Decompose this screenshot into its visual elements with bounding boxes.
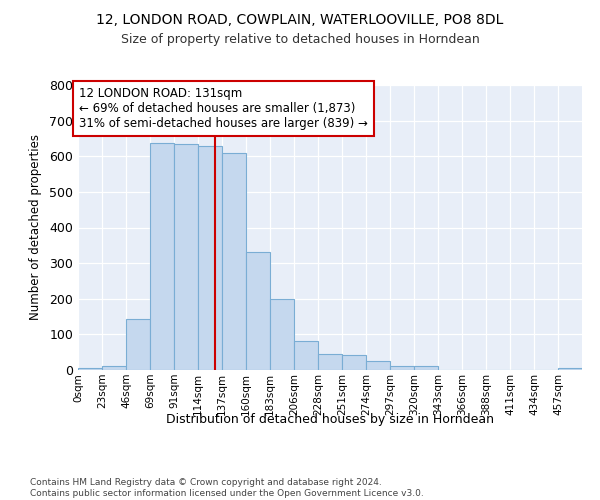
Text: Size of property relative to detached houses in Horndean: Size of property relative to detached ho… <box>121 32 479 46</box>
Bar <box>414 366 438 370</box>
Bar <box>126 319 150 370</box>
Y-axis label: Number of detached properties: Number of detached properties <box>29 134 42 320</box>
Bar <box>78 368 102 370</box>
Bar <box>174 144 198 370</box>
Bar <box>318 354 342 370</box>
Text: Contains HM Land Registry data © Crown copyright and database right 2024.
Contai: Contains HM Land Registry data © Crown c… <box>30 478 424 498</box>
Bar <box>222 154 246 370</box>
Bar <box>270 298 294 370</box>
Bar <box>390 366 414 370</box>
Text: 12, LONDON ROAD, COWPLAIN, WATERLOOVILLE, PO8 8DL: 12, LONDON ROAD, COWPLAIN, WATERLOOVILLE… <box>97 12 503 26</box>
Bar <box>366 361 390 370</box>
Text: 12 LONDON ROAD: 131sqm
← 69% of detached houses are smaller (1,873)
31% of semi-: 12 LONDON ROAD: 131sqm ← 69% of detached… <box>79 87 368 130</box>
Bar <box>150 143 174 370</box>
Bar <box>246 252 270 370</box>
Bar <box>558 368 582 370</box>
Text: Distribution of detached houses by size in Horndean: Distribution of detached houses by size … <box>166 412 494 426</box>
Bar <box>294 341 318 370</box>
Bar <box>102 366 126 370</box>
Bar <box>342 355 366 370</box>
Bar <box>198 146 222 370</box>
